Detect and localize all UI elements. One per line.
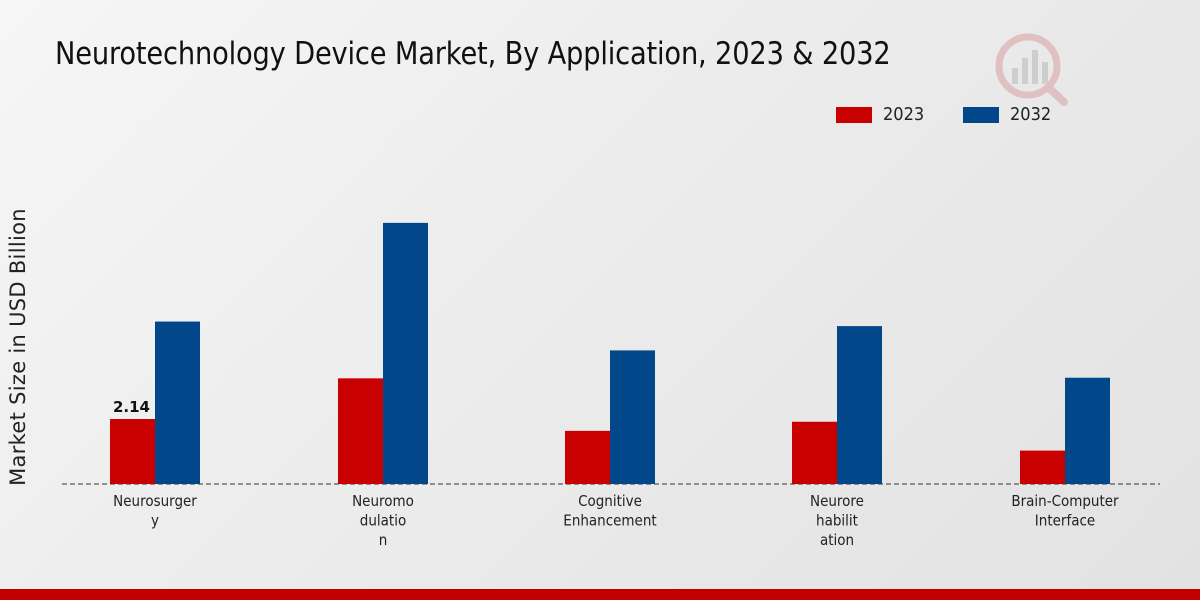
x-tick-label-2-line-3: n — [379, 532, 388, 549]
data-label-2023-1: 2.14 — [113, 398, 150, 416]
legend-item-2032: 2032 — [962, 104, 1056, 125]
x-tick-label-2-line-2: dulatio — [360, 513, 406, 530]
bar-2023-4 — [792, 421, 837, 484]
x-tick-label-5-line-1: Brain-Computer — [1011, 493, 1118, 510]
legend-item-2023: 2023 — [836, 104, 929, 125]
legend-swatch-2023 — [836, 106, 872, 123]
bar-2032-5 — [1065, 377, 1110, 484]
brand-logo-icon — [995, 33, 1068, 106]
x-tick-label-1-line-2: y — [151, 513, 160, 530]
chart-title: Neurotechnology Device Market, By Applic… — [55, 36, 891, 72]
bar-2032-1 — [155, 321, 200, 484]
x-tick-label-4-line-1: Neurore — [810, 493, 864, 510]
footer-bar — [0, 589, 1200, 600]
x-tick-label-4-line-2: habilit — [816, 513, 858, 530]
x-tick-label-1-line-1: Neurosurger — [113, 493, 197, 510]
bar-2032-3 — [610, 350, 655, 484]
x-tick-label-2-line-1: Neuromo — [352, 493, 414, 510]
legend: 2023 2032 — [836, 104, 1090, 125]
bar-2032-4 — [837, 326, 882, 484]
x-tick-label-5-line-2: Interface — [1035, 513, 1096, 530]
bar-2023-5 — [1020, 450, 1065, 484]
legend-swatch-2032 — [962, 106, 999, 123]
bar-2032-2 — [383, 222, 428, 484]
x-tick-label-4-line-3: ation — [820, 532, 854, 549]
bar-2023-2 — [338, 378, 383, 484]
x-tick-label-3-line-1: Cognitive — [578, 493, 642, 510]
bar-2023-3 — [565, 430, 610, 484]
x-tick-label-3-line-2: Enhancement — [563, 513, 657, 530]
bar-2023-1 — [110, 419, 155, 484]
legend-label-2032: 2032 — [1009, 104, 1052, 125]
legend-label-2023: 2023 — [883, 104, 925, 125]
